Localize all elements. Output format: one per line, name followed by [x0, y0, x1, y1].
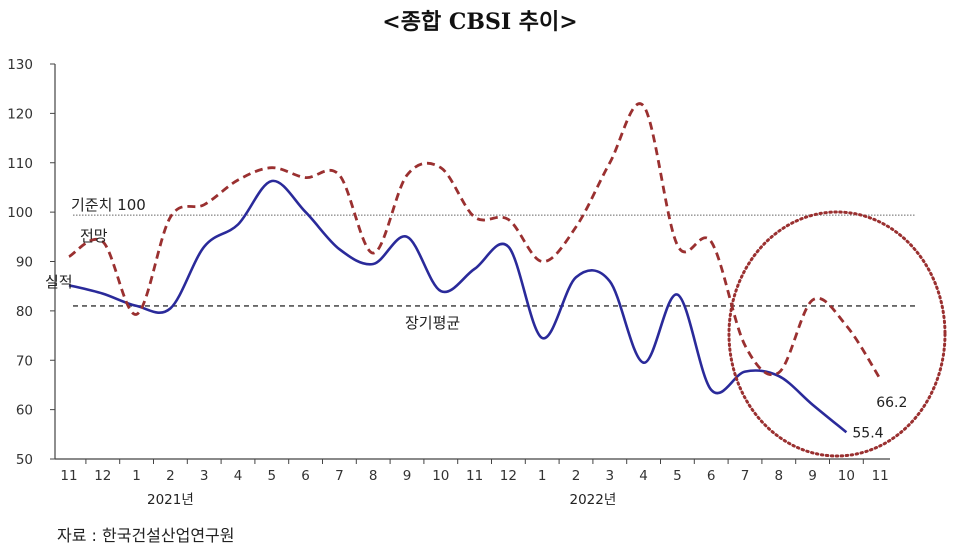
x-tick-label: 4	[639, 468, 648, 484]
y-tick-label: 130	[7, 57, 33, 73]
x-tick-label: 12	[500, 468, 517, 484]
end-value-forecast: 66.2	[876, 395, 907, 411]
x-tick-label: 7	[741, 468, 750, 484]
year-label: 2021년	[147, 492, 194, 508]
y-tick-label: 110	[7, 156, 33, 172]
year-label: 2022년	[570, 492, 617, 508]
x-tick-label: 3	[606, 468, 615, 484]
x-tick-label: 6	[301, 468, 310, 484]
x-tick-label: 1	[538, 468, 547, 484]
x-tick-label: 3	[200, 468, 209, 484]
highlight-circle	[727, 210, 947, 458]
y-tick-label: 80	[16, 304, 33, 320]
y-tick-label: 50	[16, 452, 33, 468]
x-tick-label: 2	[572, 468, 581, 484]
x-tick-label: 6	[707, 468, 716, 484]
x-tick-label: 12	[94, 468, 111, 484]
x-tick-label: 5	[268, 468, 277, 484]
y-tick-label: 70	[16, 353, 33, 369]
reference-lines: 기준치 100 장기평균	[71, 196, 915, 332]
x-tick-label: 10	[432, 468, 449, 484]
end-value-actual: 55.4	[852, 425, 883, 441]
x-tick-label: 11	[466, 468, 483, 484]
x-tick-label: 11	[60, 468, 77, 484]
baseline-100-label: 기준치 100	[71, 196, 146, 214]
series-label-actual: 실적	[45, 273, 73, 291]
x-tick-label: 8	[369, 468, 378, 484]
series-forecast-line	[68, 102, 882, 380]
x-tick-label: 8	[775, 468, 784, 484]
long-term-average-label: 장기평균	[405, 314, 460, 332]
chart-series	[68, 102, 882, 434]
x-tick-label: 5	[673, 468, 682, 484]
chart-title: <종합 CBSI 추이>	[382, 9, 578, 35]
y-tick-label: 100	[7, 205, 33, 221]
y-tick-label: 120	[7, 106, 33, 122]
source-note: 자료 : 한국건설산업연구원	[57, 526, 235, 545]
y-tick-label: 90	[16, 255, 33, 271]
x-tick-label: 4	[234, 468, 243, 484]
x-tick-label: 7	[335, 468, 344, 484]
x-tick-label: 9	[403, 468, 412, 484]
chart-annotations: 실적 전망 55.4 66.2	[45, 210, 947, 458]
series-actual-line	[68, 179, 848, 434]
x-tick-label: 10	[838, 468, 855, 484]
x-tick-label: 1	[132, 468, 141, 484]
x-tick-label: 2	[166, 468, 175, 484]
y-tick-label: 60	[16, 403, 33, 419]
series-label-forecast: 전망	[80, 227, 108, 245]
x-tick-label: 9	[808, 468, 817, 484]
x-tick-label: 11	[872, 468, 889, 484]
